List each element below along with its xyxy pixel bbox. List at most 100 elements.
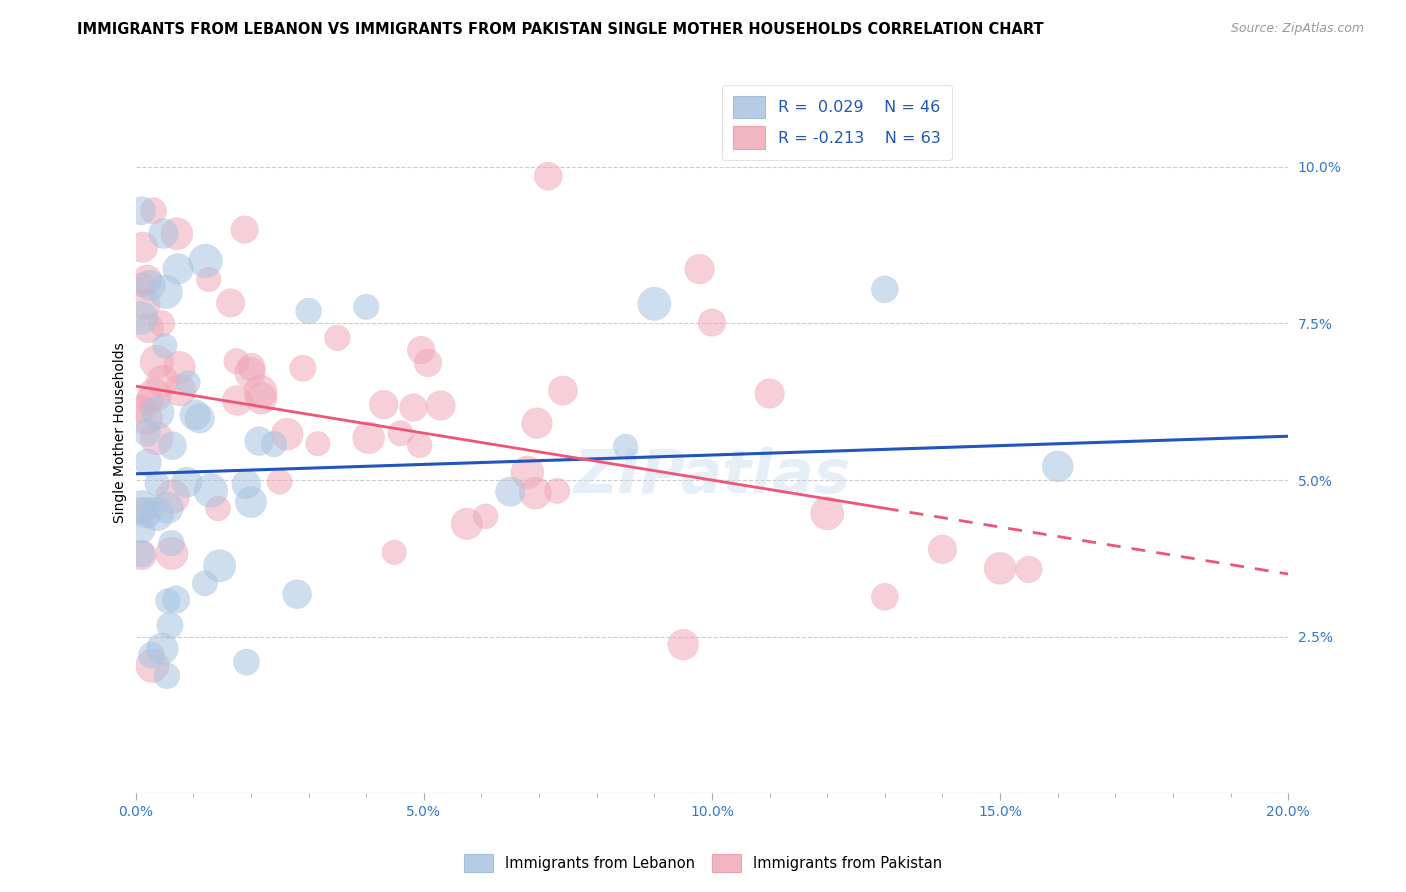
Point: [142, 203, 165, 218]
Point: [226, 393, 249, 408]
Text: IMMIGRANTS FROM LEBANON VS IMMIGRANTS FROM PAKISTAN SINGLE MOTHER HOUSEHOLDS COR: IMMIGRANTS FROM LEBANON VS IMMIGRANTS FR…: [77, 22, 1043, 37]
Point: [873, 590, 896, 604]
Point: [239, 366, 262, 380]
Point: [499, 484, 522, 499]
Point: [1046, 459, 1069, 474]
Point: [136, 456, 159, 470]
Point: [146, 355, 169, 369]
Point: [138, 393, 160, 408]
Point: [524, 486, 547, 500]
Point: [167, 360, 190, 375]
Point: [411, 343, 433, 357]
Point: [250, 391, 273, 405]
Point: [184, 408, 207, 422]
Point: [177, 376, 200, 390]
Point: [176, 475, 198, 490]
Point: [389, 426, 412, 441]
Point: [516, 466, 538, 480]
Point: [160, 546, 183, 560]
Point: [456, 516, 478, 531]
Text: Source: ZipAtlas.com: Source: ZipAtlas.com: [1230, 22, 1364, 36]
Point: [150, 317, 173, 331]
Point: [263, 437, 285, 451]
Point: [240, 360, 263, 375]
Point: [551, 384, 574, 398]
Point: [546, 483, 568, 498]
Point: [672, 638, 695, 652]
Point: [429, 399, 451, 413]
Point: [207, 501, 229, 516]
Legend: R =  0.029    N = 46, R = -0.213    N = 63: R = 0.029 N = 46, R = -0.213 N = 63: [721, 85, 952, 161]
Point: [159, 618, 181, 632]
Point: [167, 261, 190, 276]
Point: [131, 547, 153, 561]
Point: [269, 475, 291, 489]
Point: [249, 384, 271, 399]
Y-axis label: Single Mother Households: Single Mother Households: [114, 343, 128, 524]
Point: [165, 592, 187, 607]
Point: [131, 402, 153, 417]
Point: [145, 432, 167, 446]
Point: [235, 655, 257, 669]
Point: [247, 434, 270, 449]
Point: [382, 545, 405, 559]
Point: [408, 438, 430, 452]
Point: [156, 594, 179, 608]
Point: [326, 331, 349, 345]
Point: [131, 310, 153, 325]
Point: [643, 297, 665, 311]
Point: [139, 278, 162, 293]
Point: [276, 427, 298, 442]
Point: [155, 285, 177, 299]
Point: [354, 300, 377, 314]
Point: [307, 436, 329, 450]
Point: [526, 416, 548, 430]
Point: [291, 361, 314, 376]
Point: [141, 658, 163, 673]
Point: [131, 203, 153, 218]
Point: [758, 386, 780, 401]
Point: [208, 558, 231, 573]
Point: [145, 507, 167, 521]
Point: [166, 227, 188, 241]
Point: [200, 483, 222, 498]
Point: [474, 509, 496, 524]
Point: [131, 500, 153, 514]
Point: [1018, 562, 1040, 576]
Point: [815, 506, 838, 520]
Point: [152, 375, 174, 389]
Point: [614, 439, 637, 453]
Point: [146, 406, 169, 420]
Point: [298, 304, 321, 318]
Point: [194, 253, 217, 268]
Point: [143, 388, 166, 402]
Point: [188, 411, 211, 425]
Point: [700, 316, 723, 330]
Point: [169, 384, 191, 398]
Point: [150, 641, 173, 656]
Point: [135, 506, 157, 520]
Point: [194, 576, 217, 591]
Point: [537, 169, 560, 183]
Point: [931, 542, 953, 557]
Point: [146, 476, 169, 491]
Point: [135, 411, 157, 425]
Point: [416, 356, 439, 370]
Point: [689, 262, 711, 277]
Point: [156, 500, 179, 515]
Point: [141, 648, 163, 663]
Point: [131, 277, 153, 292]
Point: [162, 439, 184, 453]
Point: [402, 401, 425, 415]
Point: [240, 495, 263, 509]
Legend: Immigrants from Lebanon, Immigrants from Pakistan: Immigrants from Lebanon, Immigrants from…: [458, 848, 948, 878]
Point: [131, 240, 153, 254]
Point: [152, 227, 174, 241]
Point: [162, 490, 184, 504]
Point: [197, 272, 219, 286]
Point: [138, 321, 160, 335]
Point: [160, 536, 183, 550]
Point: [225, 354, 247, 368]
Point: [135, 425, 157, 440]
Point: [988, 561, 1011, 575]
